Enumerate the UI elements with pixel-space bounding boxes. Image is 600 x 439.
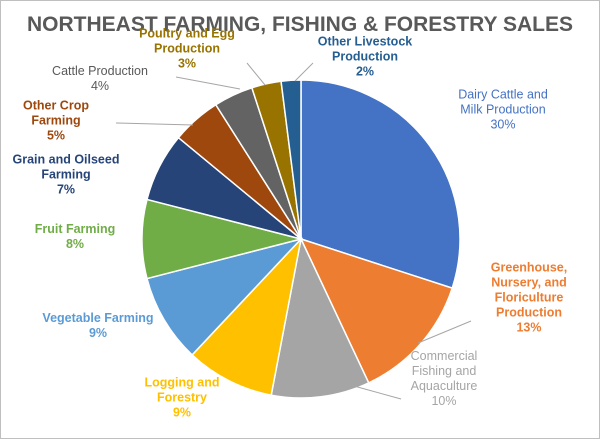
data-label-text: Other Livestock	[318, 35, 413, 49]
data-label-text: Logging and	[145, 376, 220, 390]
data-label-text: Production	[154, 42, 220, 56]
chart-title: NORTHEAST FARMING, FISHING & FORESTRY SA…	[27, 13, 573, 36]
data-label-text: Commercial	[411, 349, 478, 363]
data-label-value: 9%	[173, 406, 191, 420]
data-label-text: Production	[332, 50, 398, 64]
data-label-value: 10%	[431, 394, 456, 408]
data-label-text: Fishing and	[412, 364, 477, 378]
pie-slice-dairy-cattle-and-milk-production	[300, 79, 461, 290]
data-label-text: Cattle Production	[52, 64, 148, 78]
data-label-text: Aquaculture	[411, 379, 478, 393]
data-label-text: Greenhouse,	[491, 261, 567, 275]
data-label-greenhouse-nursery-and-floriculture-production: Greenhouse,Nursery, andFloricultureProdu…	[491, 261, 567, 335]
pie-slice-commercial-fishing-and-aquaculture	[270, 236, 370, 399]
pie-slice-logging-and-forestry	[191, 236, 303, 397]
data-label-value: 2%	[356, 65, 374, 79]
data-label-value: 30%	[490, 118, 515, 132]
data-label-text: Nursery, and	[491, 276, 567, 290]
data-label-text: Farming	[41, 168, 90, 182]
data-label-value: 8%	[66, 237, 84, 251]
data-label-text: Other Crop	[23, 99, 89, 113]
leader-line-7	[115, 122, 194, 126]
data-label-text: Forestry	[157, 391, 207, 405]
data-label-value: 13%	[516, 321, 541, 335]
data-label-value: 7%	[57, 183, 75, 197]
data-label-value: 9%	[89, 326, 107, 340]
pie-slice-greenhouse-nursery-and-floriculture-production	[299, 237, 454, 384]
leader-line-10	[294, 62, 314, 82]
slices-layer	[141, 79, 461, 399]
data-label-text: Fruit Farming	[35, 222, 116, 236]
pie-slice-other-livestock-production	[280, 79, 302, 240]
data-label-text: Vegetable Farming	[42, 311, 153, 325]
data-label-text: Grain and Oilseed	[13, 153, 120, 167]
leader-line-8	[175, 76, 241, 90]
leader-line-1	[417, 320, 472, 344]
pie-slice-vegetable-farming	[146, 237, 304, 356]
data-label-value: 4%	[91, 79, 109, 93]
data-label-text: Floriculture	[495, 291, 564, 305]
data-label-value: 5%	[47, 129, 65, 143]
data-label-text: Poultry and Egg	[139, 27, 235, 41]
leader-lines-layer	[115, 62, 472, 400]
leader-line-9	[246, 62, 266, 86]
data-label-text: Farming	[31, 114, 80, 128]
data-label-value: 3%	[178, 57, 196, 71]
data-label-text: Dairy Cattle and	[458, 88, 548, 102]
data-label-text: Milk Production	[460, 103, 545, 117]
data-label-text: Production	[496, 306, 562, 320]
leader-line-2	[353, 385, 402, 400]
